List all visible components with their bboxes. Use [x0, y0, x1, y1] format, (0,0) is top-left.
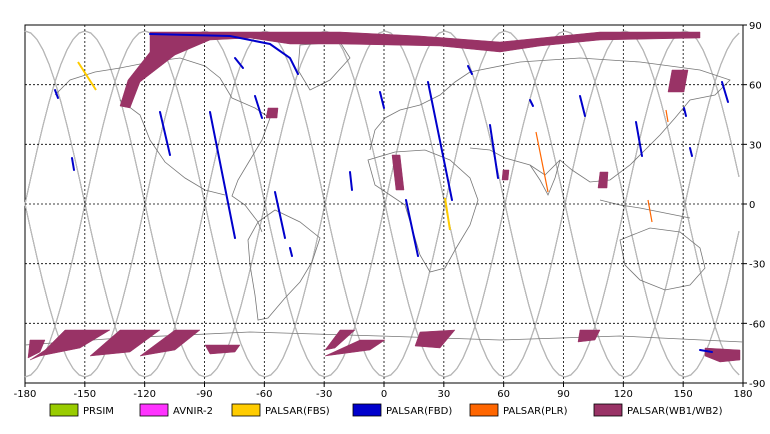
plr-track-indonesia: [647, 199, 653, 223]
y-tick-label: 30: [749, 140, 762, 151]
south-america-coast: [247, 209, 321, 321]
fbd-track-7: [289, 247, 293, 257]
x-tick-label: 150: [674, 389, 693, 400]
x-tick-label: -60: [256, 389, 272, 400]
y-tick-label: 60: [749, 81, 762, 92]
india-coast: [529, 159, 561, 196]
legend-label: PALSAR(WB1/WB2): [627, 406, 723, 417]
fbd-track-16: [579, 95, 586, 117]
north-america-coast: [54, 57, 271, 233]
fbd-track-5: [254, 95, 263, 119]
plr-tracks: [535, 109, 669, 223]
wb-swath-ant-1: [27, 339, 46, 359]
wb-swath-indochina: [597, 171, 609, 189]
wb-swath-northern-band: [119, 31, 701, 109]
fbd-track-4: [209, 111, 236, 239]
y-tick-label: -30: [749, 260, 765, 271]
legend-swatch: [469, 403, 499, 417]
x-tick-label: 90: [557, 389, 570, 400]
legend-label: PALSAR(FBS): [265, 406, 330, 417]
wb-swath-ant-5: [204, 344, 241, 355]
wb-swath-ant-4: [139, 329, 201, 357]
fbd-track-21: [699, 349, 713, 353]
x-tick-label: -90: [196, 389, 212, 400]
legend-swatch: [231, 403, 261, 417]
x-tick-label: -120: [133, 389, 156, 400]
x-tick-label: 0: [381, 389, 387, 400]
africa-coast: [367, 149, 479, 273]
fbd-tracks: [54, 33, 729, 353]
x-tick-label: 180: [733, 389, 752, 400]
x-tick-label: -30: [316, 389, 332, 400]
wb-swath-ant-10: [704, 347, 741, 363]
fbs-tracks: [77, 61, 451, 231]
legend-swatch: [139, 403, 169, 417]
y-tick-label: 90: [749, 21, 762, 32]
x-tick-label: -180: [14, 389, 37, 400]
x-tick-label: 30: [437, 389, 450, 400]
legend-label: PRSIM: [83, 406, 114, 417]
europe-coast: [369, 71, 471, 151]
fbd-track-3: [159, 111, 171, 156]
fbd-track-1: [234, 57, 244, 69]
y-tick-label: 0: [749, 200, 755, 211]
fbd-track-9: [349, 171, 353, 191]
fbd-track-13: [467, 65, 473, 75]
x-tick-label: 120: [614, 389, 633, 400]
x-tick-label: 60: [497, 389, 510, 400]
legend-label: PALSAR(PLR): [503, 406, 568, 417]
wb-swath-ant-3: [89, 329, 161, 357]
legend: PRSIM AVNIR-2 PALSAR(FBS) PALSAR(FBD) PALSAR…: [49, 403, 723, 417]
wb-swath-arabia: [501, 169, 510, 181]
legend-swatch: [49, 403, 79, 417]
fbd-track-2: [54, 89, 59, 99]
orbit-track: [24, 30, 740, 378]
orbit-track: [24, 30, 740, 378]
wb-swath-newfoundland: [265, 107, 279, 119]
legend-swatch: [593, 403, 623, 417]
y-tick-label: -60: [749, 319, 765, 330]
fbd-track-11: [405, 199, 419, 257]
wb-swath-siberia: [667, 69, 689, 93]
wb-swath-ant-2: [29, 329, 111, 361]
x-tick-labels: -180 -150 -120 -90 -60 -30 0 30 60 90 120 150 180: [14, 383, 753, 400]
fbs-track-africa: [444, 197, 451, 231]
fbd-track-8: [71, 157, 75, 171]
wb-swath-west-africa: [391, 154, 405, 191]
wb-swath-ant-8: [414, 329, 456, 349]
y-tick-labels: 90 60 30 0 -30 -60 -90: [743, 21, 765, 390]
plr-track-japan: [665, 109, 669, 123]
x-tick-label: -150: [73, 389, 96, 400]
wb-swath-ant-9: [577, 329, 601, 343]
north-america-west-coast: [119, 99, 226, 196]
fbd-track-12: [427, 81, 453, 201]
legend-label: PALSAR(FBD): [386, 406, 452, 417]
plr-track-india: [535, 131, 549, 193]
fbd-track-19: [689, 147, 693, 157]
fbd-track-10: [379, 91, 385, 109]
wb-swath-ant-6: [324, 329, 356, 351]
fbd-track-arctic: [149, 33, 299, 75]
legend-swatch: [352, 403, 382, 417]
asia-coast: [469, 57, 731, 183]
wb-swaths: [27, 31, 741, 363]
fbd-track-15: [529, 99, 534, 107]
indonesia-coast: [599, 199, 691, 219]
fbd-track-18: [683, 107, 687, 117]
fbd-track-14: [489, 124, 499, 179]
orbit-track: [24, 30, 740, 378]
fbs-track-alaska: [77, 61, 97, 91]
australia-coast: [619, 227, 706, 291]
fbd-track-6: [274, 191, 286, 239]
wb-swath-ant-7: [324, 339, 386, 357]
fbd-track-20: [721, 81, 729, 103]
y-tick-label: -90: [749, 379, 765, 390]
fbd-track-17: [635, 121, 643, 157]
legend-label: AVNIR-2: [173, 406, 213, 417]
